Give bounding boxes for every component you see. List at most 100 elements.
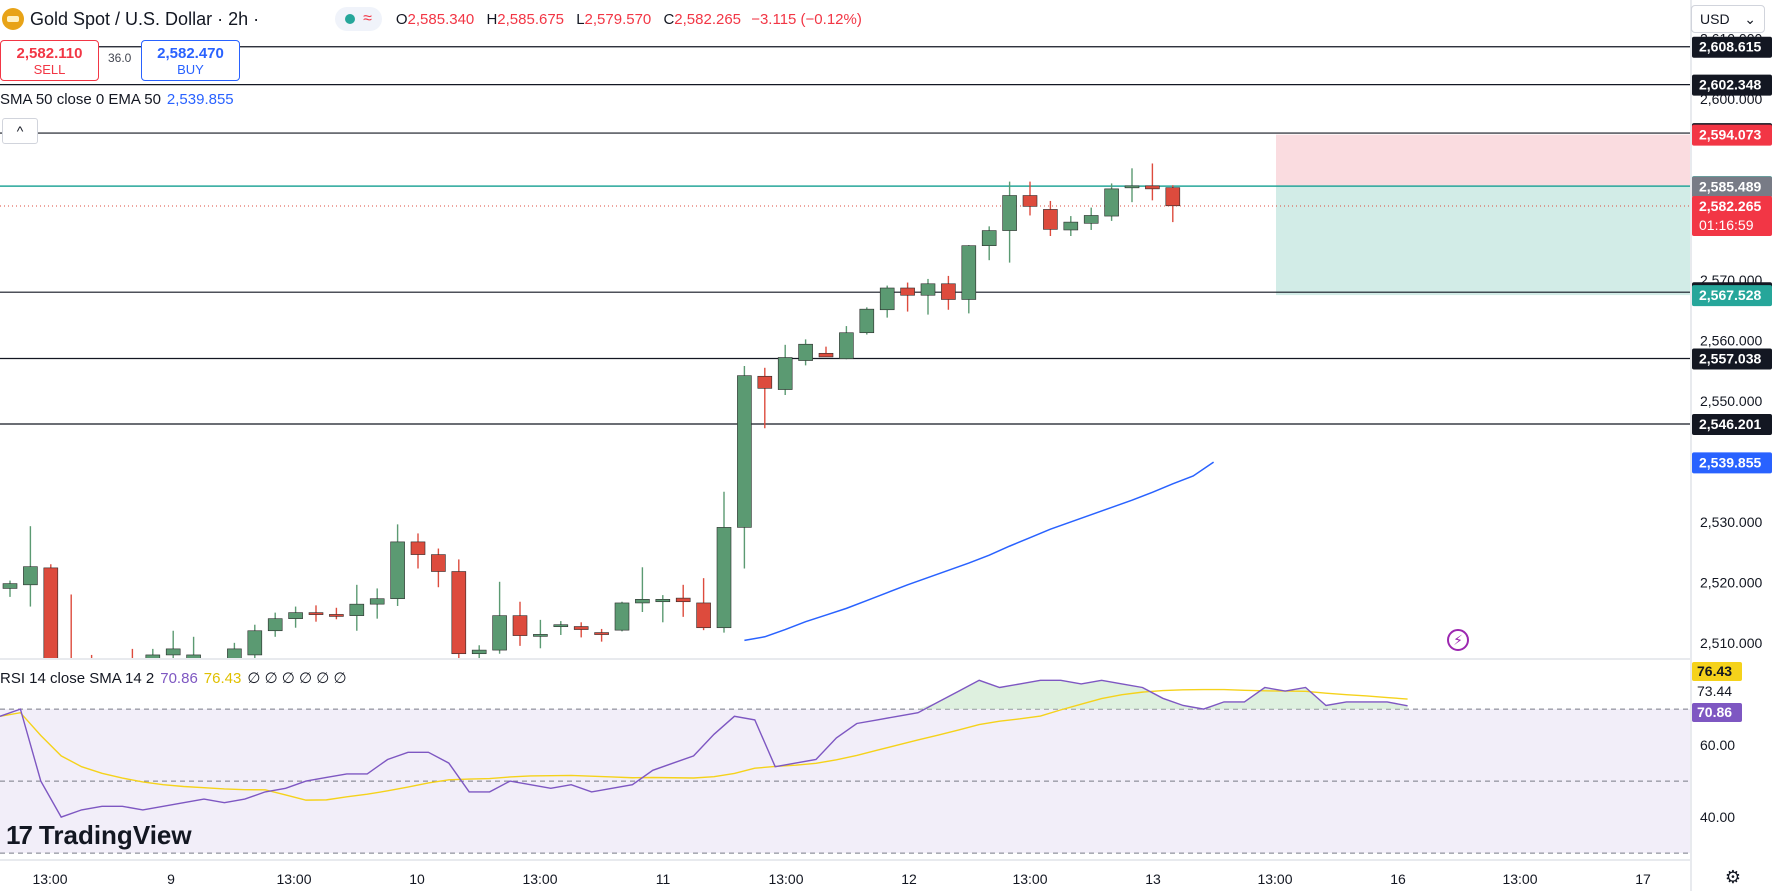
price-axis-tick: 2,550.000 (1700, 393, 1762, 409)
gear-icon[interactable]: ⚙ (1724, 866, 1742, 887)
candle-body (43, 567, 59, 658)
gold-symbol-icon (2, 8, 24, 30)
candle-body (961, 245, 977, 300)
candle (635, 567, 650, 613)
candle (512, 601, 528, 646)
candle-body (329, 614, 344, 617)
ohlc-values: O2,585.340 H2,585.675 L2,579.570 C2,582.… (395, 10, 862, 28)
low-value: 2,579.570 (584, 10, 652, 28)
candle-body (594, 632, 609, 635)
tradingview-wordmark: TradingView (38, 820, 192, 850)
candle (798, 339, 813, 366)
candle (614, 601, 630, 632)
time-axis-tick: 13:00 (522, 871, 557, 887)
candle-body (553, 624, 569, 628)
currency-select[interactable]: USD ⌄ (1691, 5, 1765, 33)
candle-body (125, 661, 139, 667)
rsi-legend[interactable]: RSI 14 close SMA 14 2 70.86 76.43 ∅ ∅ ∅ ∅ ∅… (0, 669, 347, 687)
time-axis-tick: 13:00 (32, 871, 67, 887)
time-axis-tick: 13:00 (1012, 871, 1047, 887)
candle-body (23, 566, 38, 586)
candle (1124, 168, 1140, 203)
candle-body (308, 612, 324, 615)
price-label: 2,539.855 (1692, 452, 1772, 474)
market-open-icon (345, 14, 356, 24)
candle (349, 584, 365, 631)
tradingview-logo: 17 TradingView (6, 820, 192, 851)
price-label-bg (1692, 285, 1772, 307)
candle (43, 564, 59, 658)
candle-body (451, 571, 467, 655)
rsi-pane (0, 679, 1690, 854)
candle (227, 642, 242, 658)
market-status[interactable]: ≈ (335, 7, 382, 31)
candle (288, 606, 303, 628)
rsi-label-text: 76.43 (1697, 663, 1732, 679)
buy-price: 2,582.470 (157, 44, 224, 62)
candle-body (186, 654, 201, 658)
candle-body (410, 541, 426, 555)
time-axis-tick: 16 (1390, 871, 1406, 887)
price-label-bg (1692, 196, 1772, 236)
lightning-icon[interactable]: ⚡ (1447, 629, 1469, 651)
candle (390, 524, 405, 606)
rsi-label-text: 73.44 (1697, 683, 1732, 699)
price-label-text: 2,585.489 (1699, 179, 1761, 195)
candle-body (614, 602, 630, 631)
candle (70, 594, 72, 658)
chevron-up-icon: ^ (16, 123, 24, 139)
candle-body (145, 654, 161, 658)
candle-body (696, 602, 711, 629)
candle-body (798, 343, 813, 361)
candle (533, 619, 548, 649)
candle (777, 344, 793, 395)
candle (879, 285, 895, 318)
price-label-bg (1692, 74, 1772, 96)
change-value: −3.115 (−0.12%) (751, 10, 862, 28)
candle-body (390, 541, 405, 600)
candle (594, 628, 609, 642)
symbol-title[interactable]: Gold Spot / U.S. Dollar · 2h · (30, 8, 260, 29)
price-label-text: 2,582.265 (1699, 198, 1761, 214)
candle (451, 559, 467, 658)
candle-body (1124, 185, 1140, 189)
candle (961, 245, 977, 314)
sell-price: 2,582.110 (16, 44, 83, 62)
buy-button[interactable]: 2,582.470 BUY (141, 40, 240, 81)
candle-body (757, 375, 773, 389)
ema-legend[interactable]: SMA 50 close 0 EMA 50 2,539.855 (0, 91, 234, 108)
price-axis-tick: 2,510.000 (1700, 635, 1762, 651)
candle (675, 584, 691, 617)
rsi-overbought-fill (0, 680, 1408, 710)
candle-body (288, 612, 303, 619)
candle (471, 645, 487, 658)
candle (839, 326, 854, 360)
candle-body (2, 583, 18, 589)
sell-button[interactable]: 2,582.110 SELL (0, 40, 99, 81)
rsi-legend-label: RSI 14 close SMA 14 2 (0, 670, 155, 687)
candle-body (247, 630, 263, 656)
currency-value: USD (1700, 11, 1730, 27)
candle-body (533, 634, 548, 637)
price-label-bg (1692, 452, 1772, 474)
price-label-bg (1692, 176, 1772, 198)
collapse-legend-button[interactable]: ^ (2, 118, 38, 144)
candle (1165, 185, 1181, 223)
time-axis-tick: 10 (409, 871, 425, 887)
stop-loss-zone (1276, 134, 1690, 187)
candle (716, 491, 732, 633)
candle-body (165, 648, 181, 656)
sell-label: SELL (33, 61, 66, 77)
candle-body (573, 626, 589, 630)
candle-body (1022, 195, 1038, 207)
price-label-text: 2,602.348 (1699, 77, 1761, 93)
price-label: 2,546.201 (1692, 414, 1772, 436)
price-label-bg (1692, 348, 1772, 370)
price-axis-tick: 2,530.000 (1700, 514, 1762, 530)
price-pane (0, 46, 1690, 667)
candle (818, 346, 834, 358)
candle-body (981, 230, 997, 246)
candle (267, 612, 283, 637)
candle (553, 621, 569, 635)
